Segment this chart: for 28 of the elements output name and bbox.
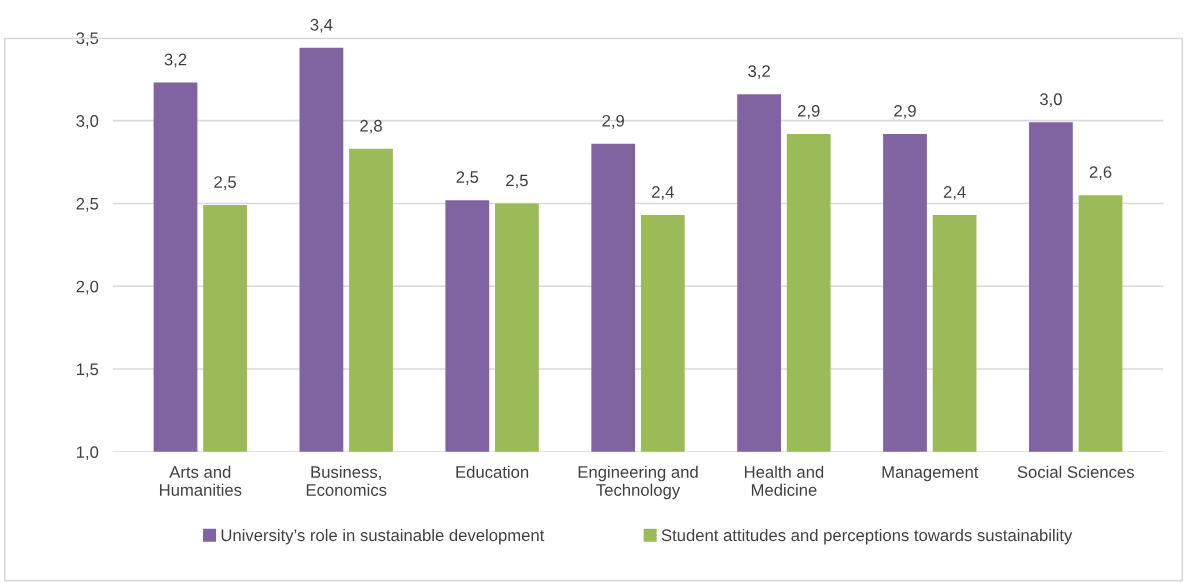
x-tick-label: Social Sciences <box>1017 465 1134 478</box>
data-label: 2,6 <box>1089 166 1112 180</box>
y-tick-label: 1,5 <box>76 363 99 378</box>
data-label: 3,4 <box>310 18 333 33</box>
x-tick-label: Education <box>456 465 529 478</box>
data-label: 2,5 <box>214 176 236 190</box>
x-tick-label: Engineering and Technology <box>578 465 698 500</box>
data-label: 2,5 <box>456 171 479 185</box>
data-label: 2,9 <box>894 104 916 119</box>
data-label: 2,4 <box>652 186 674 200</box>
x-tick-label: Management <box>882 466 979 482</box>
y-tick-label: 2,0 <box>76 280 99 295</box>
data-label: 3,2 <box>164 53 187 68</box>
data-label: 2,9 <box>797 104 820 119</box>
data-label: 2,5 <box>506 174 528 189</box>
y-tick-label: 3,0 <box>76 115 99 129</box>
y-tick-label: 1,0 <box>76 446 99 460</box>
data-label: 2,9 <box>602 114 624 129</box>
x-tick-label: Business, Economics <box>306 465 387 496</box>
data-label: 2,4 <box>943 186 966 200</box>
legend-label: University’s role in sustainable development <box>221 528 545 545</box>
data-label: 2,8 <box>360 119 382 134</box>
data-label: 3,0 <box>1039 93 1062 108</box>
data-label: 3,2 <box>748 65 770 79</box>
x-tick-label: Arts and Humanities <box>159 465 242 496</box>
legend-label: Student attitudes and perceptions towards sustainability <box>661 528 1073 545</box>
y-tick-label: 2,5 <box>76 197 99 212</box>
x-tick-label: Health and Medicine <box>744 465 824 496</box>
